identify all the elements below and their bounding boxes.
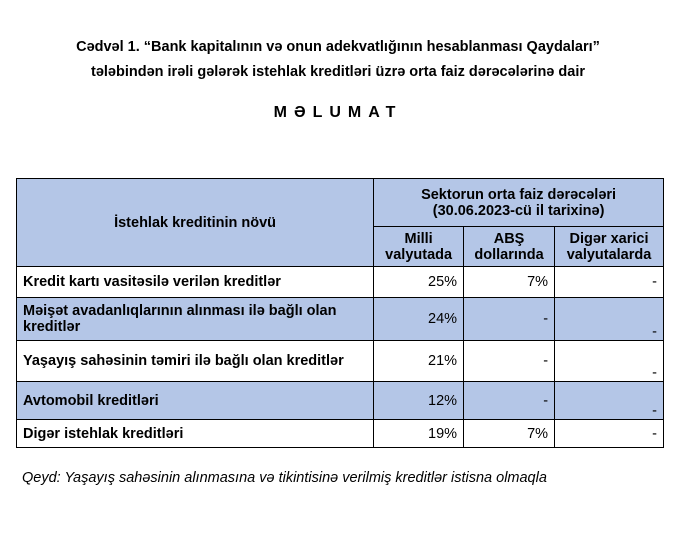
row-label: Yaşayış sahəsinin təmiri ilə bağlı olan … [15,340,375,382]
row-label: Kredit kartı vasitəsilə verilən kreditlə… [15,266,375,298]
cell: 7% [463,266,556,298]
footnote: Qeyd: Yaşayış sahəsinin alınmasına və ti… [22,470,547,486]
cell: - [463,340,556,382]
table-row: Kredit kartı vasitəsilə verilən kreditlə… [15,266,664,298]
cell: - [554,381,664,420]
row-label: Məişət avadanlıqlarının alınması ilə bağ… [15,297,375,341]
header-col: Milli valyutada [373,226,465,267]
cell: 19% [373,419,465,448]
cell: 7% [463,419,556,448]
cell: - [554,266,664,298]
title-line-1: Cədvəl 1. “Bank kapitalının və onun adek… [76,39,600,55]
table-row: Avtomobil kreditləri 12% - - [15,381,664,420]
cell: 24% [373,297,465,341]
cell: - [554,419,664,448]
cell: 25% [373,266,465,298]
table-row: Digər istehlak kreditləri 19% 7% - [15,419,664,448]
cell: - [463,297,556,341]
heading: MƏLUMAT [273,104,403,121]
header-credit-type: İstehlak kreditinin növü [15,178,375,267]
header-group: Sektorun orta faiz dərəcələri (30.06.202… [373,178,664,227]
header-col: ABŞ dollarında [463,226,556,267]
table-row: Məişət avadanlıqlarının alınması ilə bağ… [15,297,664,341]
row-label: Avtomobil kreditləri [15,381,375,420]
title-line-2: tələbindən irəli gələrək istehlak kredit… [90,64,585,80]
cell: 21% [373,340,465,382]
row-label: Digər istehlak kreditləri [15,419,375,448]
interest-rate-table: İstehlak kreditinin növü Sektorun orta f… [15,178,664,448]
cell: - [463,381,556,420]
cell: - [554,340,664,382]
cell: - [554,297,664,341]
cell: 12% [373,381,465,420]
header-col: Digər xarici valyutalarda [554,226,664,267]
table-row: Yaşayış sahəsinin təmiri ilə bağlı olan … [15,340,664,382]
